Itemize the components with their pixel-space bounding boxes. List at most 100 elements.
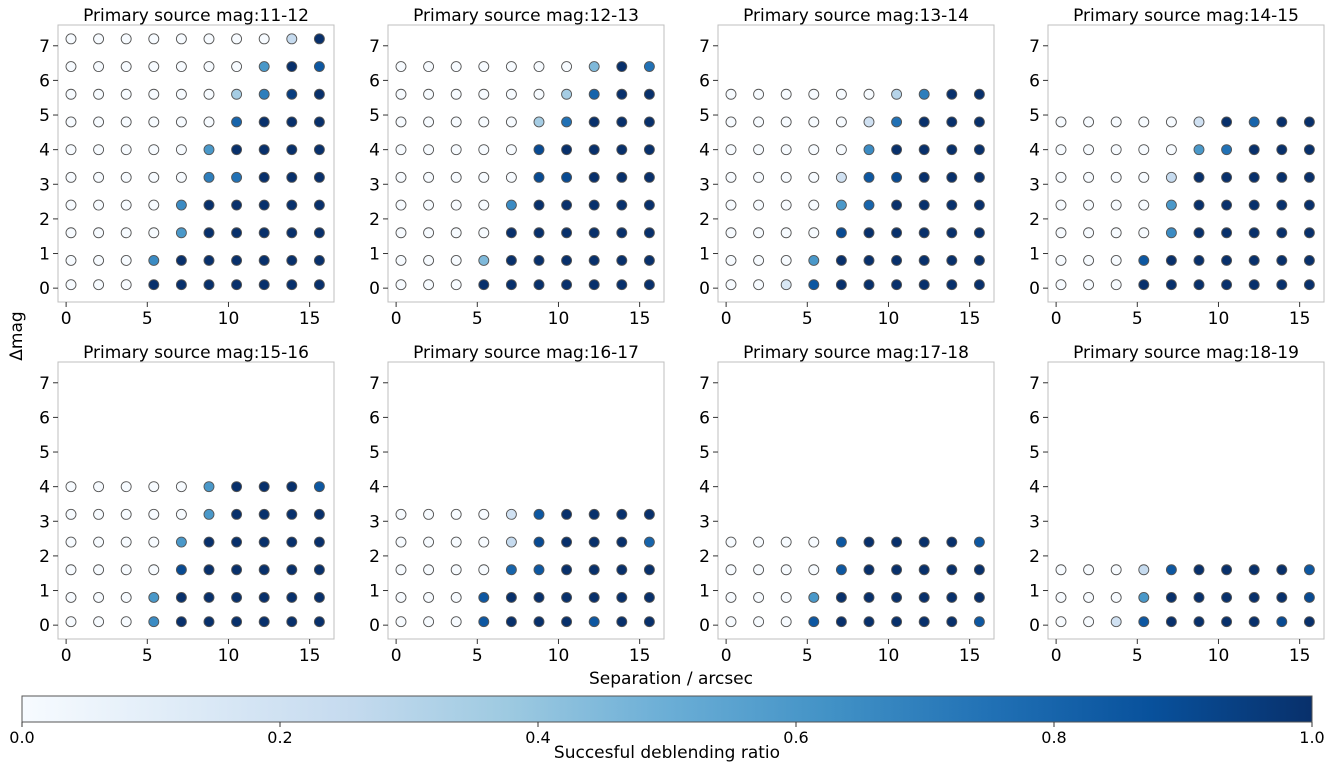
data-point [231, 144, 243, 156]
data-point [643, 116, 655, 128]
data-point [286, 144, 298, 156]
x-tick-label: 10 [878, 646, 900, 666]
data-point [588, 536, 600, 548]
data-point [643, 88, 655, 100]
data-point [780, 171, 792, 183]
y-tick-label: 3 [369, 175, 380, 195]
data-point [533, 508, 545, 520]
data-point [1165, 616, 1177, 628]
data-point [478, 255, 490, 266]
data-point [973, 255, 985, 266]
y-tick-label: 0 [39, 616, 50, 636]
data-point [1303, 144, 1315, 156]
data-point [313, 279, 325, 291]
data-point [93, 33, 105, 45]
data-point [423, 279, 435, 291]
data-point [1221, 199, 1233, 211]
data-point [313, 536, 325, 548]
data-point [725, 199, 737, 211]
data-point [1055, 116, 1067, 128]
y-tick-label: 0 [39, 279, 50, 299]
data-point [616, 279, 628, 291]
data-point [1276, 171, 1288, 183]
data-point [808, 116, 820, 128]
data-point [561, 171, 573, 183]
data-point [1110, 171, 1122, 183]
data-point [203, 61, 215, 73]
data-point [863, 88, 875, 100]
y-tick-label: 1 [699, 245, 710, 265]
x-tick-label: 0 [1051, 309, 1062, 329]
data-point [203, 227, 215, 239]
data-point [891, 227, 903, 239]
data-point [533, 592, 545, 603]
data-point [286, 536, 298, 548]
data-point [1138, 616, 1150, 628]
data-point [203, 481, 215, 493]
data-point [313, 144, 325, 156]
data-point [753, 144, 765, 156]
data-point [918, 564, 930, 576]
y-tick-label: 2 [699, 547, 710, 567]
x-tick-label: 10 [1208, 646, 1230, 666]
colorbar-tick-label: 0.4 [525, 728, 550, 747]
data-point [175, 144, 187, 156]
data-point [1248, 255, 1260, 266]
data-point [505, 564, 517, 576]
data-point [450, 227, 462, 239]
data-point [286, 255, 298, 266]
y-tick-label: 1 [39, 245, 50, 265]
data-point [231, 536, 243, 548]
data-point [478, 536, 490, 548]
y-tick-label: 2 [1029, 547, 1040, 567]
data-point [505, 144, 517, 156]
data-point [395, 508, 407, 520]
data-point [725, 592, 737, 603]
data-point [65, 481, 77, 493]
data-point [120, 592, 132, 603]
x-tick-label: 10 [1208, 309, 1230, 329]
data-point [450, 61, 462, 73]
y-tick-label: 0 [699, 616, 710, 636]
data-point [175, 592, 187, 603]
data-point [725, 116, 737, 128]
data-point [65, 592, 77, 603]
data-point [616, 592, 628, 603]
y-tick-label: 7 [1029, 37, 1040, 57]
data-point [175, 171, 187, 183]
data-point [1138, 564, 1150, 576]
data-point [203, 171, 215, 183]
data-point [1303, 564, 1315, 576]
data-point [863, 616, 875, 628]
data-point [395, 227, 407, 239]
data-point [148, 88, 160, 100]
data-point [1083, 592, 1095, 603]
data-point [835, 616, 847, 628]
data-point [725, 88, 737, 100]
data-point [533, 116, 545, 128]
y-tick-label: 1 [1029, 245, 1040, 265]
y-tick-label: 1 [39, 582, 50, 602]
y-tick-label: 7 [39, 374, 50, 394]
data-point [753, 592, 765, 603]
data-point [808, 536, 820, 548]
data-point [148, 616, 160, 628]
data-point [835, 171, 847, 183]
y-tick-label: 5 [699, 106, 710, 126]
data-point [533, 88, 545, 100]
data-point [1276, 227, 1288, 239]
data-point [1248, 564, 1260, 576]
y-tick-label: 6 [39, 71, 50, 91]
y-tick-label: 6 [369, 71, 380, 91]
data-point [780, 227, 792, 239]
data-point [1193, 255, 1205, 266]
data-point [1303, 199, 1315, 211]
data-point [1276, 255, 1288, 266]
data-point [835, 592, 847, 603]
data-point [973, 616, 985, 628]
data-point [65, 227, 77, 239]
data-point [231, 33, 243, 45]
data-point [863, 536, 875, 548]
data-point [120, 227, 132, 239]
data-point [863, 592, 875, 603]
